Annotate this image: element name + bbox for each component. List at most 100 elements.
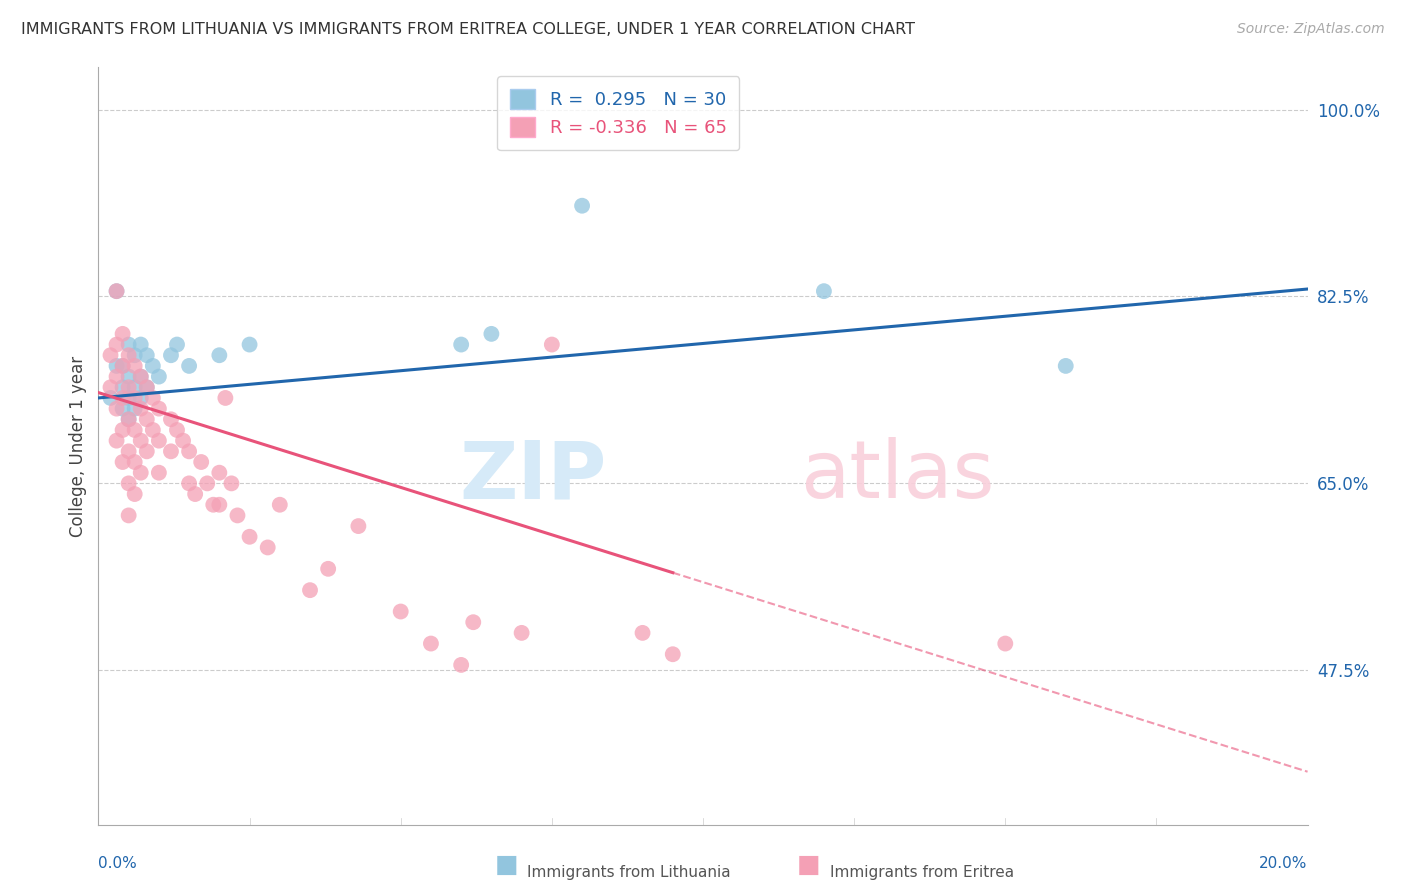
Text: IMMIGRANTS FROM LITHUANIA VS IMMIGRANTS FROM ERITREA COLLEGE, UNDER 1 YEAR CORRE: IMMIGRANTS FROM LITHUANIA VS IMMIGRANTS … <box>21 22 915 37</box>
Text: Source: ZipAtlas.com: Source: ZipAtlas.com <box>1237 22 1385 37</box>
Text: ZIP: ZIP <box>458 437 606 516</box>
Point <box>100 391 122 405</box>
Point <box>994 636 1017 650</box>
Text: 20.0%: 20.0% <box>1260 855 1308 871</box>
Point <box>160 444 183 458</box>
Point <box>1054 359 1077 373</box>
Point <box>347 519 370 533</box>
Legend: R =  0.295   N = 30, R = -0.336   N = 65: R = 0.295 N = 30, R = -0.336 N = 65 <box>498 76 740 150</box>
Point <box>172 434 194 448</box>
Point <box>208 348 231 362</box>
Point <box>111 359 134 373</box>
Point <box>118 412 141 426</box>
Point <box>160 348 183 362</box>
Point <box>105 284 128 298</box>
Point <box>129 369 152 384</box>
Point <box>124 401 146 416</box>
Point <box>142 423 165 437</box>
Point <box>111 455 134 469</box>
Point <box>481 326 503 341</box>
Point <box>166 337 188 351</box>
Point <box>450 657 472 672</box>
Point <box>571 199 593 213</box>
Point <box>100 380 122 394</box>
Point <box>118 476 141 491</box>
Text: Immigrants from Lithuania: Immigrants from Lithuania <box>527 865 731 880</box>
Point <box>463 615 485 630</box>
Point <box>142 391 165 405</box>
Point <box>135 444 157 458</box>
Point <box>631 626 654 640</box>
Point <box>135 412 157 426</box>
Point <box>135 348 157 362</box>
Point <box>256 541 278 555</box>
Point <box>214 391 236 405</box>
Point <box>124 359 146 373</box>
Point <box>105 337 128 351</box>
Point <box>148 369 170 384</box>
Y-axis label: College, Under 1 year: College, Under 1 year <box>69 355 87 537</box>
Point <box>118 380 141 394</box>
Point <box>129 434 152 448</box>
Point <box>226 508 249 523</box>
Point <box>105 369 128 384</box>
Point <box>118 348 141 362</box>
Point <box>195 476 218 491</box>
Point <box>299 583 322 598</box>
Point <box>179 359 201 373</box>
Point <box>179 476 201 491</box>
Point <box>118 444 141 458</box>
Point <box>135 380 157 394</box>
Point <box>118 508 141 523</box>
Text: ■: ■ <box>797 854 820 878</box>
Point <box>208 498 231 512</box>
Point <box>142 359 165 373</box>
Point <box>450 337 472 351</box>
Point <box>105 284 128 298</box>
Point <box>118 391 141 405</box>
Point <box>124 423 146 437</box>
Point <box>184 487 207 501</box>
Text: atlas: atlas <box>800 437 994 516</box>
Point <box>129 369 152 384</box>
Point <box>389 605 412 619</box>
Text: 0.0%: 0.0% <box>98 855 138 871</box>
Point <box>129 401 152 416</box>
Point <box>129 337 152 351</box>
Point <box>510 626 533 640</box>
Point <box>124 455 146 469</box>
Point <box>100 348 122 362</box>
Point <box>179 444 201 458</box>
Point <box>135 380 157 394</box>
Point <box>148 434 170 448</box>
Point <box>124 380 146 394</box>
Point <box>148 466 170 480</box>
Point <box>129 391 152 405</box>
Point <box>105 359 128 373</box>
Point <box>190 455 212 469</box>
Point <box>316 562 339 576</box>
Point <box>124 348 146 362</box>
Point <box>540 337 562 351</box>
Point <box>148 401 170 416</box>
Point <box>239 337 262 351</box>
Point <box>269 498 291 512</box>
Point <box>239 530 262 544</box>
Point <box>111 423 134 437</box>
Point <box>420 636 443 650</box>
Point <box>111 359 134 373</box>
Point <box>129 466 152 480</box>
Point <box>111 401 134 416</box>
Point <box>105 434 128 448</box>
Point <box>118 369 141 384</box>
Point <box>160 412 183 426</box>
Point <box>221 476 243 491</box>
Point <box>813 284 835 298</box>
Point <box>118 337 141 351</box>
Point <box>111 391 134 405</box>
Point <box>124 391 146 405</box>
Point <box>118 412 141 426</box>
Point <box>111 326 134 341</box>
Point <box>208 466 231 480</box>
Point <box>166 423 188 437</box>
